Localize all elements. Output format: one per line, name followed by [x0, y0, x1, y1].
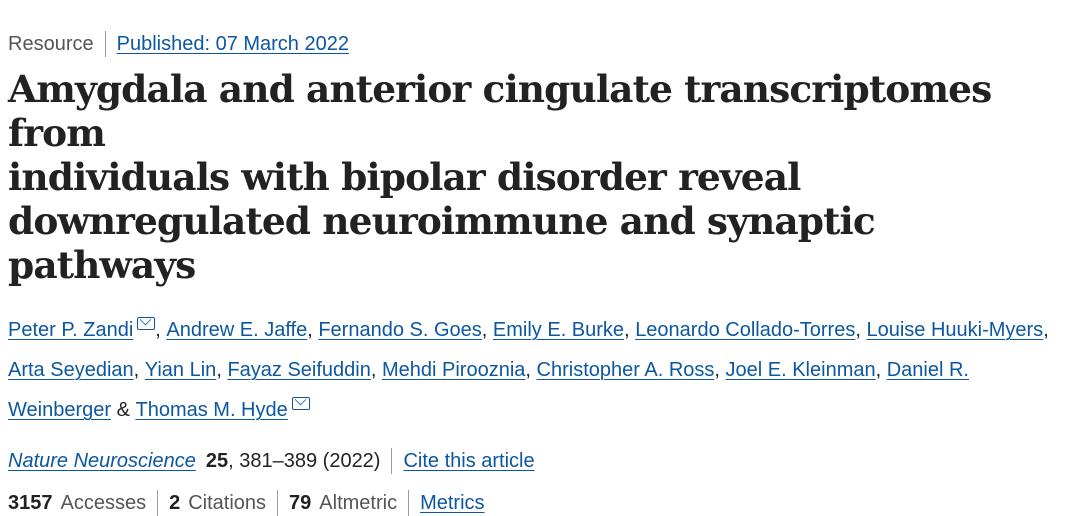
- author-separator: ,: [624, 319, 636, 341]
- mail-icon[interactable]: [291, 397, 310, 410]
- article-metrics: 3157 Accesses 2 Citations 79 Altmetric M…: [8, 490, 1080, 516]
- author-link[interactable]: Louise Huuki-Myers: [866, 319, 1044, 341]
- author-separator: ,: [216, 359, 228, 381]
- author-item: Leonardo Collado-Torres,: [635, 319, 866, 341]
- author-link[interactable]: Arta Seyedian: [8, 359, 134, 381]
- author-separator: ,: [307, 319, 319, 341]
- divider: [157, 490, 159, 516]
- volume-number: 25: [205, 450, 229, 472]
- author-separator: &: [111, 399, 136, 421]
- mail-icon[interactable]: [137, 317, 156, 330]
- author-item: Daniel R. Weinberger &: [8, 359, 969, 421]
- pages-year: , 381–389 (2022): [228, 450, 381, 472]
- author-item: Yian Lin,: [145, 359, 228, 381]
- author-item: Fernando S. Goes,: [318, 319, 493, 341]
- author-separator: ,: [133, 359, 145, 381]
- altmetric-count: 79: [289, 492, 312, 514]
- author-separator: ,: [525, 359, 537, 381]
- article-type: Resource: [8, 33, 94, 55]
- article-meta: Resource Published: 07 March 2022: [8, 31, 1080, 57]
- author-item: Fayaz Seifuddin,: [227, 359, 382, 381]
- author-link[interactable]: Fernando S. Goes: [318, 319, 482, 341]
- divider: [408, 490, 410, 516]
- author-link[interactable]: Fayaz Seifuddin: [227, 359, 371, 381]
- author-link[interactable]: Daniel R. Weinberger: [8, 359, 969, 421]
- author-link[interactable]: Thomas M. Hyde: [135, 399, 288, 421]
- author-item: Joel E. Kleinman,: [726, 359, 887, 381]
- author-link[interactable]: Peter P. Zandi: [8, 319, 134, 341]
- divider: [391, 448, 393, 474]
- cite-this-article-link[interactable]: Cite this article: [403, 450, 535, 472]
- author-link[interactable]: Christopher A. Ross: [536, 359, 715, 381]
- article-title: Amygdala and anterior cingulate transcri…: [8, 67, 1068, 287]
- divider: [104, 31, 106, 57]
- citation-info: Nature Neuroscience 25 , 381–389 (2022) …: [8, 448, 1080, 474]
- author-link[interactable]: Emily E. Burke: [492, 319, 625, 341]
- published-date-link[interactable]: Published: 07 March 2022: [116, 33, 349, 55]
- title-line-2: individuals with bipolar disorder reveal: [8, 155, 801, 199]
- author-separator: ,: [481, 319, 493, 341]
- author-item: Arta Seyedian,: [8, 359, 145, 381]
- divider: [277, 490, 279, 516]
- author-separator: ,: [855, 319, 867, 341]
- journal-link[interactable]: Nature Neuroscience: [8, 450, 196, 472]
- author-link[interactable]: Joel E. Kleinman: [725, 359, 876, 381]
- author-item: Mehdi Pirooznia,: [382, 359, 537, 381]
- citations-label: Citations: [188, 492, 267, 514]
- accesses-count: 3157: [8, 492, 53, 514]
- author-item: Christopher A. Ross,: [537, 359, 726, 381]
- author-separator: ,: [155, 319, 167, 341]
- author-list: Peter P. Zandi, Andrew E. Jaffe, Fernand…: [8, 310, 1058, 430]
- author-item: Emily E. Burke,: [493, 319, 635, 341]
- author-item: Louise Huuki-Myers,: [866, 319, 1048, 341]
- author-link[interactable]: Andrew E. Jaffe: [166, 319, 308, 341]
- article-header: Resource Published: 07 March 2022 Amygda…: [0, 0, 1080, 486]
- citations-count: 2: [169, 492, 181, 514]
- author-link[interactable]: Mehdi Pirooznia: [381, 359, 526, 381]
- author-item: Thomas M. Hyde: [135, 397, 310, 421]
- author-link[interactable]: Leonardo Collado-Torres: [635, 319, 856, 341]
- author-separator: ,: [875, 359, 887, 381]
- author-item: Peter P. Zandi,: [8, 317, 167, 341]
- metrics-link[interactable]: Metrics: [420, 492, 485, 514]
- title-line-3: downregulated neuroimmune and synaptic p…: [8, 199, 876, 287]
- author-separator: ,: [370, 359, 382, 381]
- accesses-label: Accesses: [60, 492, 147, 514]
- title-line-1: Amygdala and anterior cingulate transcri…: [8, 67, 992, 155]
- altmetric-label: Altmetric: [319, 492, 398, 514]
- author-item: Andrew E. Jaffe,: [166, 319, 318, 341]
- author-separator: ,: [1043, 319, 1049, 341]
- author-separator: ,: [714, 359, 726, 381]
- author-link[interactable]: Yian Lin: [144, 359, 217, 381]
